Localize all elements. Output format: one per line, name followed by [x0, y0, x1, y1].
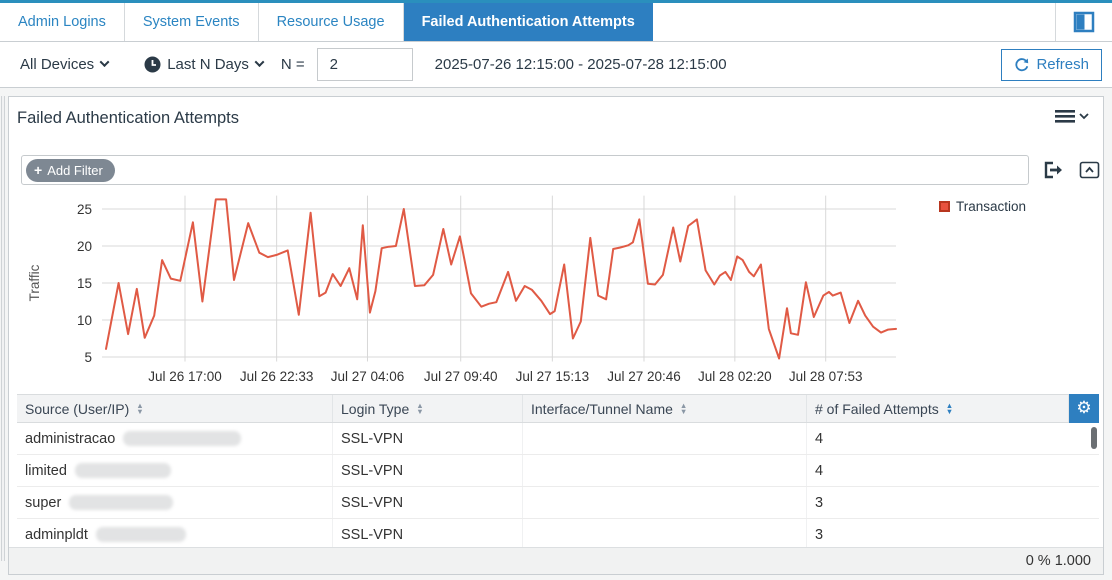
svg-text:Jul 26 22:33: Jul 26 22:33: [240, 369, 314, 384]
plus-icon: +: [34, 162, 43, 178]
filter-toolbar: All Devices Last N Days N = 2025-07-26 1…: [0, 42, 1112, 88]
export-icon[interactable]: [1043, 161, 1063, 179]
add-filter-button[interactable]: + Add Filter: [26, 158, 115, 182]
column-header-source[interactable]: Source (User/IP) ▲ ▼: [17, 395, 333, 422]
tab-admin-logins[interactable]: Admin Logins: [0, 3, 125, 41]
svg-text:5: 5: [84, 350, 92, 365]
table-row[interactable]: limited SSL-VPN 4: [17, 455, 1099, 487]
chart-legend[interactable]: Transaction: [939, 199, 1026, 214]
table-row[interactable]: super SSL-VPN 3: [17, 487, 1099, 519]
table-scrollbar-thumb[interactable]: [1091, 427, 1097, 449]
refresh-icon: [1014, 57, 1030, 73]
column-header-attempts[interactable]: # of Failed Attempts ▲ ▼: [807, 395, 1069, 422]
svg-text:15: 15: [77, 276, 92, 291]
redacted-text: [95, 527, 186, 542]
chevron-down-icon: [1079, 112, 1089, 120]
svg-text:Jul 27 20:46: Jul 27 20:46: [607, 369, 681, 384]
svg-text:Jul 28 07:53: Jul 28 07:53: [789, 369, 863, 384]
top-accent-bar: [0, 0, 1112, 3]
redacted-text: [69, 495, 174, 510]
line-chart-canvas[interactable]: 5 10 15 20 25 Jul 26 17:00 Jul 26 22:33 Jul 27 …: [9, 191, 1105, 391]
svg-text:Jul 27 15:13: Jul 27 15:13: [516, 369, 590, 384]
page-title: Failed Authentication Attempts: [17, 109, 239, 127]
date-range-text: 2025-07-26 12:15:00 - 2025-07-28 12:15:0…: [434, 56, 727, 73]
svg-text:25: 25: [77, 202, 92, 217]
tab-failed-authentication-attempts[interactable]: Failed Authentication Attempts: [403, 3, 653, 41]
tab-system-events[interactable]: System Events: [125, 3, 259, 41]
sort-icon-active: ▲ ▼: [945, 400, 954, 416]
table-body: administracao SSL-VPN 4 limited SSL-VPN …: [17, 423, 1099, 549]
svg-text:10: 10: [77, 313, 92, 328]
tab-bar-spacer: [653, 3, 1056, 41]
column-header-login-type[interactable]: Login Type ▲ ▼: [333, 395, 523, 422]
filter-input-bar[interactable]: + Add Filter: [21, 155, 1029, 185]
redacted-text: [123, 431, 242, 446]
window-scrollbar-track[interactable]: [1, 96, 5, 561]
chevron-down-icon: [99, 56, 110, 67]
sort-icon: ▲ ▼: [416, 400, 424, 416]
device-selector[interactable]: All Devices: [10, 56, 118, 73]
redacted-text: [74, 463, 171, 478]
table-row[interactable]: adminpldt SSL-VPN 3: [17, 519, 1099, 549]
legend-swatch-transaction: [939, 201, 950, 212]
panel-layout-toggle-icon[interactable]: [1073, 11, 1095, 33]
column-header-interface[interactable]: Interface/Tunnel Name ▲ ▼: [523, 395, 807, 422]
clock-icon: [144, 56, 161, 73]
time-period-selector[interactable]: Last N Days: [144, 56, 265, 73]
failed-auth-panel: Failed Authentication Attempts + Add Fil…: [8, 96, 1104, 575]
svg-text:Jul 26 17:00: Jul 26 17:00: [148, 369, 222, 384]
tab-bar: Admin Logins System Events Resource Usag…: [0, 3, 1112, 42]
sort-icon: ▲ ▼: [136, 400, 144, 416]
svg-text:Jul 27 04:06: Jul 27 04:06: [331, 369, 405, 384]
failed-attempts-table: Source (User/IP) ▲ ▼ Login Type ▲ ▼ Interf…: [17, 393, 1099, 549]
status-bar: 0 % 1.000: [9, 547, 1103, 574]
panel-menu-button[interactable]: [1055, 109, 1089, 123]
tab-resource-usage[interactable]: Resource Usage: [259, 3, 404, 41]
chevron-down-icon: [254, 56, 265, 67]
svg-text:Jul 28 02:20: Jul 28 02:20: [698, 369, 772, 384]
n-equals-label: N =: [280, 56, 305, 73]
n-days-input[interactable]: [316, 48, 413, 81]
legend-label: Transaction: [956, 199, 1027, 214]
svg-text:Jul 27 09:40: Jul 27 09:40: [424, 369, 498, 384]
svg-text:20: 20: [77, 239, 92, 254]
gear-icon: ⚙: [1076, 398, 1092, 417]
series-line-Transaction: [105, 198, 897, 360]
sort-icon: ▲ ▼: [679, 400, 688, 416]
chart-collapse-icon[interactable]: [1079, 161, 1100, 179]
table-row[interactable]: administracao SSL-VPN 4: [17, 423, 1099, 455]
table-header-row: Source (User/IP) ▲ ▼ Login Type ▲ ▼ Interf…: [17, 393, 1099, 423]
table-settings-button[interactable]: ⚙: [1069, 393, 1099, 423]
refresh-button[interactable]: Refresh: [1001, 48, 1102, 81]
status-text: 0 % 1.000: [1025, 553, 1091, 569]
y-axis-label: Traffic: [27, 264, 42, 301]
traffic-chart: 5 10 15 20 25 Jul 26 17:00 Jul 26 22:33 Jul 27 …: [9, 191, 1105, 391]
hamburger-menu-icon: [1055, 109, 1075, 123]
